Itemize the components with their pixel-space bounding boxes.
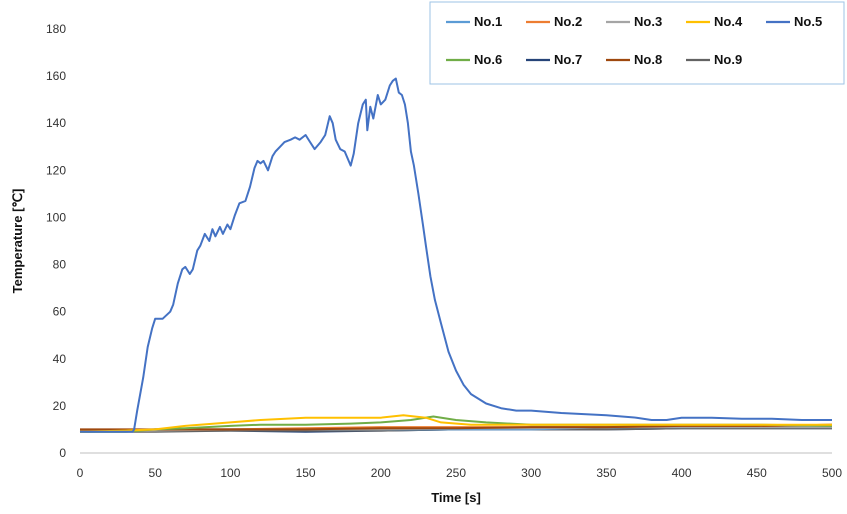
y-tick-label: 180 [46, 22, 66, 36]
y-tick-label: 80 [53, 258, 67, 272]
x-tick-label: 300 [521, 466, 541, 480]
y-tick-label: 0 [59, 446, 66, 460]
legend-item: No.1 [446, 14, 502, 29]
legend-label: No.7 [554, 52, 582, 67]
legend: No.1 No.2 No.3 No.4 No.5 No.6 No.7 No.8 No.9 [429, 1, 845, 85]
legend-item: No.2 [526, 14, 582, 29]
legend-label: No.8 [634, 52, 662, 67]
series-line-no5 [80, 77, 832, 433]
series-line-no8 [80, 423, 833, 431]
x-tick-label: 100 [220, 466, 240, 480]
y-tick-label: 100 [46, 210, 66, 224]
legend-label: No.4 [714, 14, 743, 29]
x-tick-label: 250 [446, 466, 466, 480]
y-tick-label: 160 [46, 69, 66, 83]
x-tick-label: 350 [596, 466, 616, 480]
y-tick-label: 140 [46, 116, 66, 130]
legend-label: No.1 [474, 14, 502, 29]
legend-item: No.4 [686, 14, 743, 29]
x-tick-label: 400 [672, 466, 692, 480]
x-tick-label: 50 [149, 466, 163, 480]
y-tick-label: 20 [53, 399, 67, 413]
y-axis-title: Temperature [℃] [10, 189, 25, 294]
series-line-no4 [79, 414, 832, 433]
x-tick-label: 150 [296, 466, 316, 480]
x-tick-label: 500 [822, 466, 842, 480]
legend-label: No.2 [554, 14, 582, 29]
x-axis-title: Time [s] [431, 490, 481, 505]
legend-label: No.5 [794, 14, 822, 29]
y-axis-ticks: 0 20 40 60 80 100 120 140 160 180 [46, 22, 66, 460]
legend-label: No.6 [474, 52, 502, 67]
x-tick-label: 200 [371, 466, 391, 480]
y-tick-label: 60 [53, 305, 67, 319]
legend-label: No.3 [634, 14, 662, 29]
legend-item: No.5 [766, 14, 822, 29]
legend-box [429, 1, 845, 85]
x-axis-ticks: 0 50 100 150 200 250 300 350 400 450 500 [77, 466, 843, 480]
x-tick-label: 0 [77, 466, 84, 480]
legend-item: No.9 [686, 52, 742, 67]
legend-item: No.3 [606, 14, 662, 29]
y-tick-label: 120 [46, 163, 66, 177]
series-layer [79, 77, 833, 433]
y-tick-label: 40 [53, 352, 67, 366]
legend-item: No.8 [606, 52, 662, 67]
legend-item: No.6 [446, 52, 502, 67]
legend-item: No.7 [526, 52, 582, 67]
legend-label: No.9 [714, 52, 742, 67]
x-tick-label: 450 [747, 466, 767, 480]
